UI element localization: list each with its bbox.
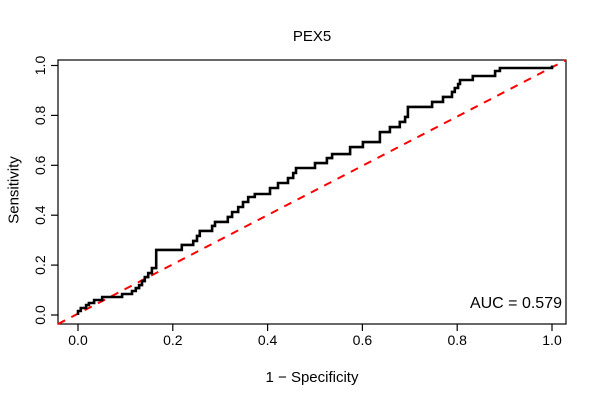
x-tick-label: 1.0: [542, 332, 562, 348]
y-tick-label: 0.2: [32, 255, 48, 275]
x-tick-label: 0.4: [258, 332, 278, 348]
x-axis-label: 1 − Specificity: [265, 369, 359, 386]
roc-curve: [76, 65, 554, 315]
y-tick-label: 0.4: [32, 205, 48, 225]
x-tick-label: 0.2: [163, 332, 183, 348]
y-tick-label: 0.0: [32, 305, 48, 325]
y-tick-label: 0.8: [32, 105, 48, 125]
plot-box: [57, 59, 567, 325]
x-tick-label: 0.8: [447, 332, 467, 348]
x-tick-label: 0.0: [68, 332, 88, 348]
y-tick-label: 1.0: [32, 56, 48, 76]
y-tick-label: 0.6: [32, 155, 48, 175]
plot-title: PEX5: [292, 28, 332, 45]
x-tick-label: 0.6: [353, 332, 373, 348]
auc-annotation: AUC = 0.579: [469, 295, 562, 312]
reference-diagonal-line: [57, 59, 567, 325]
y-axis-label: Sensitivity: [5, 156, 23, 224]
